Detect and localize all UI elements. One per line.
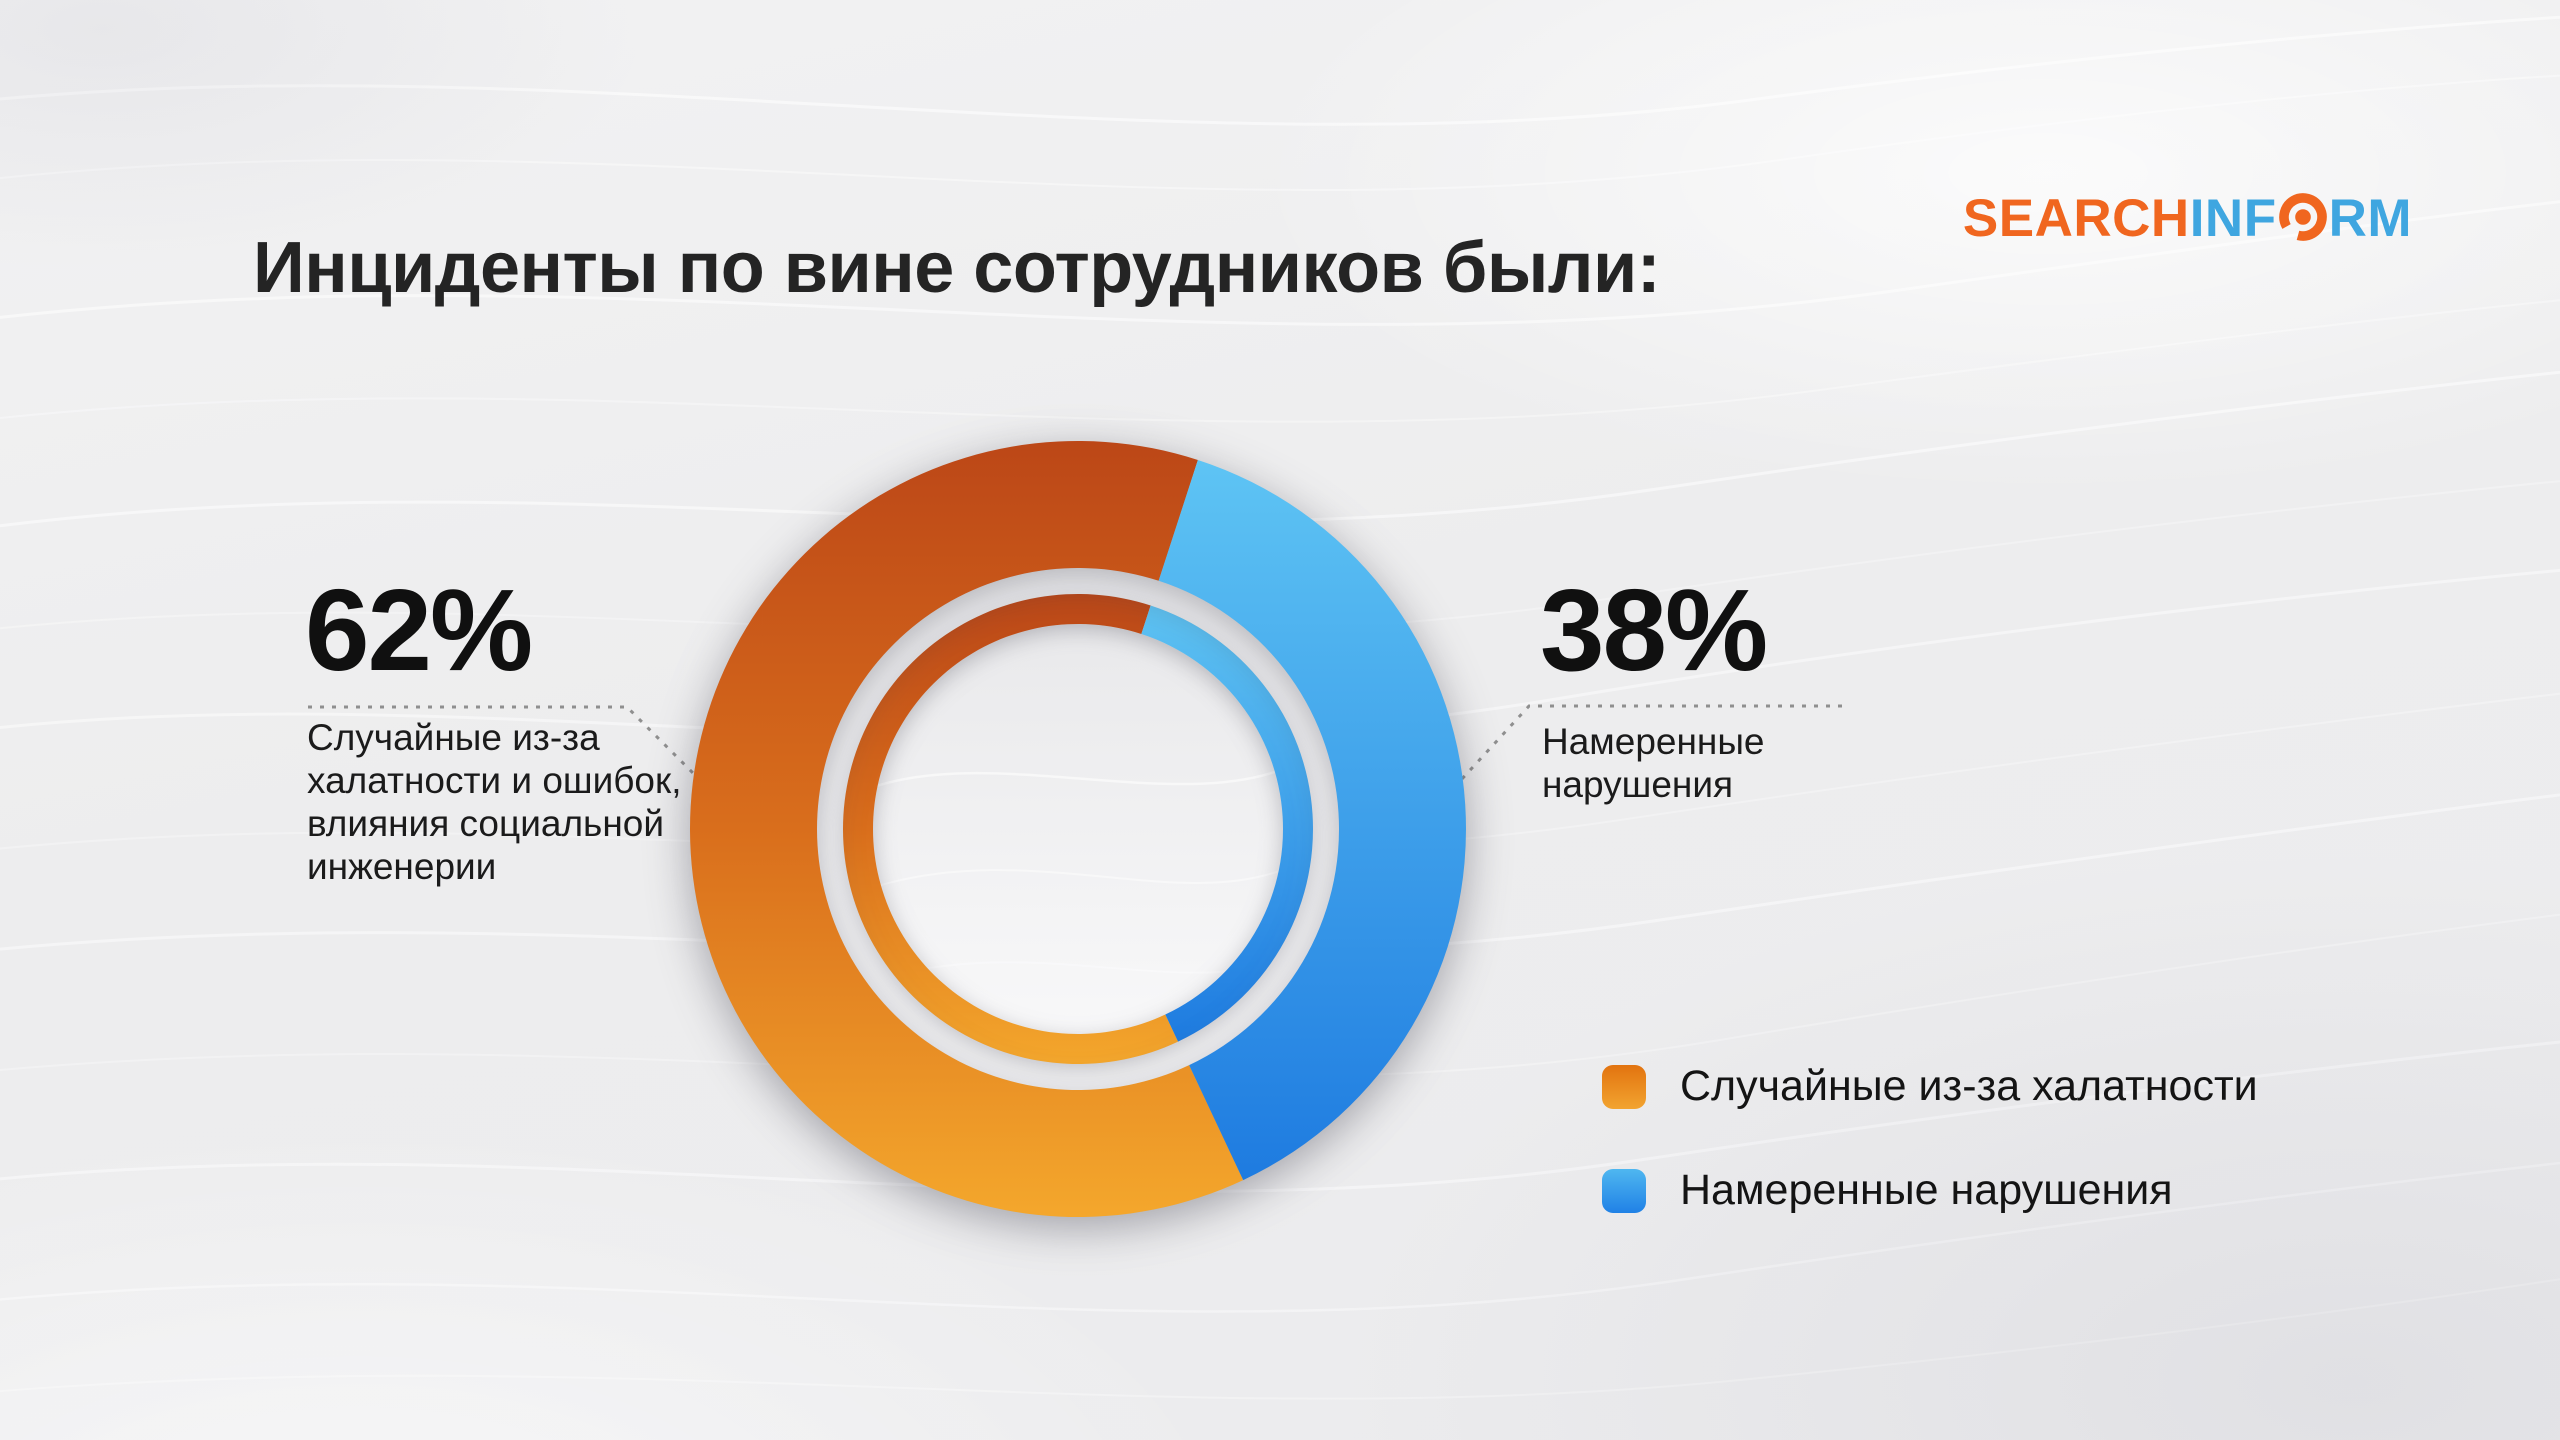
donut-inner-ring: [842, 593, 1313, 1064]
outer-segment-intentional: [1158, 459, 1466, 1181]
magnifier-o-icon: [2278, 192, 2327, 241]
donut-outer-ring: [689, 440, 1466, 1217]
description-line: инженерии: [307, 846, 497, 887]
legend-swatch-accidental: [1602, 1064, 1646, 1109]
legend-item-intentional: Намеренные нарушения: [1602, 1166, 2258, 1215]
inner-segment-intentional: [1141, 605, 1313, 1042]
description-line: нарушения: [1542, 764, 1734, 805]
callout-accidental: 62%: [305, 565, 533, 695]
logo-text-rm: RM: [2328, 189, 2412, 248]
logo-text-inf: INF: [2189, 189, 2277, 248]
legend-swatch-intentional: [1602, 1168, 1646, 1213]
callout-intentional: 38%: [1540, 565, 1768, 695]
callout-accidental-value: 62%: [305, 565, 533, 695]
logo-text-search: SEARCH: [1962, 189, 2190, 248]
outer-segment-accidental: [689, 440, 1244, 1217]
donut-center: [873, 624, 1283, 1034]
page-title: Инциденты по вине сотрудников были:: [253, 228, 1661, 309]
legend-label-intentional: Намеренные нарушения: [1680, 1166, 2173, 1214]
description-line: влияния социальной: [307, 803, 664, 844]
donut-chart: [618, 369, 1538, 1289]
chart-legend: Случайные из-за халатности Намеренные на…: [1602, 1062, 2258, 1215]
callout-intentional-value: 38%: [1540, 565, 1768, 695]
legend-item-accidental: Случайные из-за халатности: [1602, 1062, 2258, 1111]
description-line: Намеренные: [1542, 721, 1765, 762]
brand-logo: SEARCH INF RM: [1963, 188, 2412, 249]
callout-intentional-description: Намеренные нарушения: [1542, 720, 1765, 806]
legend-label-accidental: Случайные из-за халатности: [1680, 1062, 2258, 1110]
